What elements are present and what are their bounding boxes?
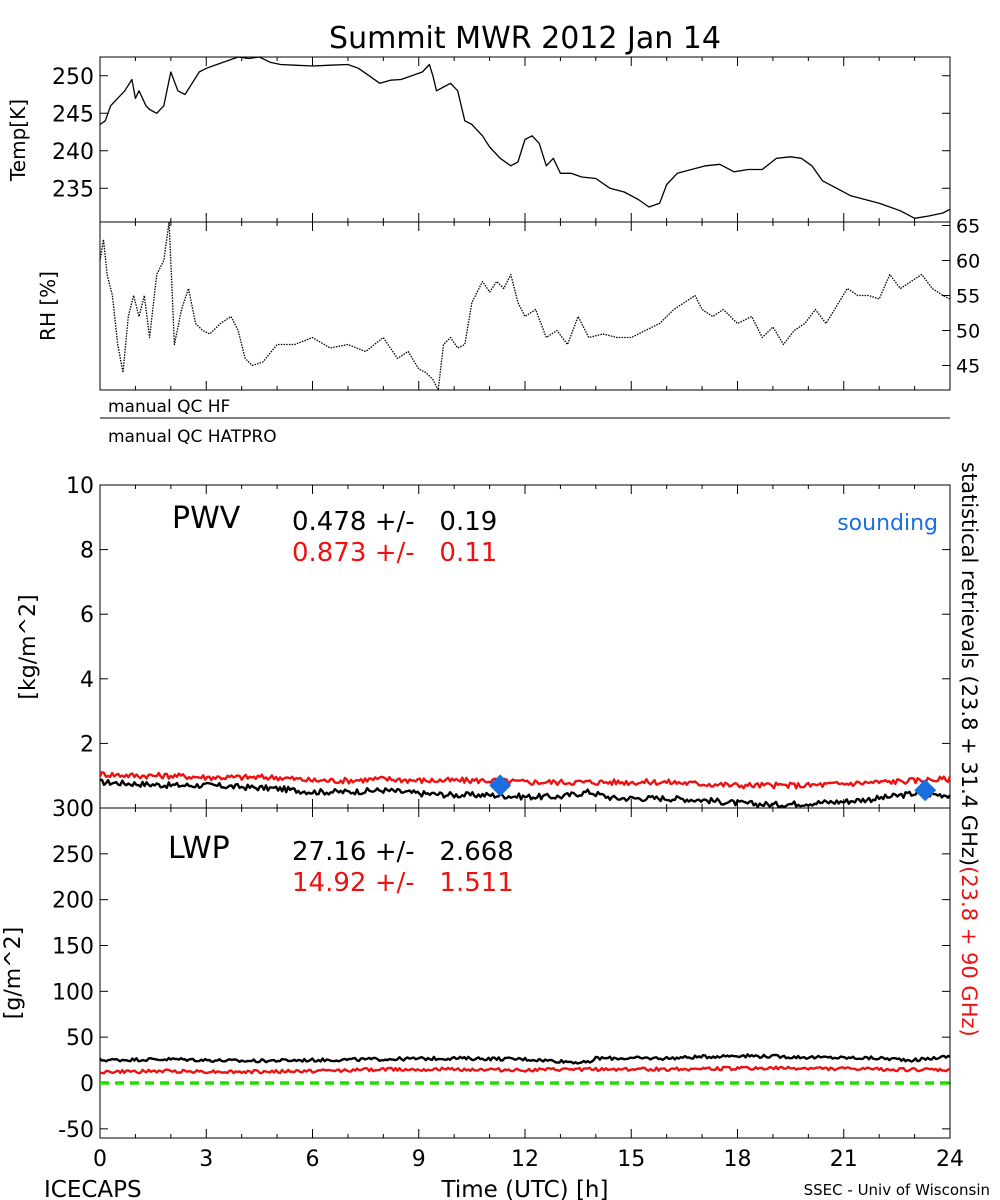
pwv-series-black (99, 778, 951, 809)
lwp-ytick-label: 0 (80, 1072, 94, 1097)
x-tick-label: 18 (724, 1147, 752, 1172)
pwv-ytick-label: 8 (80, 539, 94, 564)
pwv-series-red (98, 771, 952, 790)
right-label-red: (23.8 + 90 GHz) (957, 866, 981, 1037)
rh-ytick-label: 65 (956, 216, 980, 238)
right-label-black: statistical retrievals (23.8 + 31.4 GHz) (957, 462, 981, 866)
footer-left: ICECAPS (44, 1177, 142, 1200)
pwv-ytick-label: 4 (80, 668, 94, 693)
rh-ytick-label: 50 (956, 321, 980, 343)
sounding-marker (489, 774, 512, 797)
x-tick-label: 0 (93, 1147, 107, 1172)
lwp-ytick-label: -50 (58, 1118, 94, 1143)
temp-ytick-label: 235 (52, 177, 94, 202)
x-tick-label: 21 (830, 1147, 858, 1172)
qc-hf-label: manual QC HF (108, 397, 230, 417)
pwv-ytick-label: 2 (80, 732, 94, 757)
lwp-ytick-label: 150 (52, 935, 94, 960)
temp-ytick-label: 250 (52, 65, 94, 90)
rh-ytick-label: 60 (956, 251, 980, 273)
x-tick-label: 12 (511, 1147, 539, 1172)
pwv-ytick-label: 6 (80, 603, 94, 628)
lwp-ylabel: [g/m^2] (1, 927, 26, 1019)
rh-ylabel: RH [%] (36, 271, 60, 341)
rh-series-line (99, 221, 951, 391)
sounding-legend: sounding (837, 511, 938, 536)
lwp-ytick-label: 100 (52, 980, 94, 1005)
rh-ytick-label: 45 (956, 356, 980, 378)
lwp-stat-black: 27.16 +/- 2.668 (292, 837, 514, 867)
x-tick-label: 24 (936, 1147, 964, 1172)
chart-title: Summit MWR 2012 Jan 14 (329, 21, 721, 56)
sounding-marker (914, 779, 937, 802)
rh-ytick-label: 55 (956, 286, 980, 308)
qc-hatpro-label: manual QC HATPRO (108, 427, 277, 447)
temp-ylabel: Temp[K] (6, 99, 30, 182)
lwp-label: LWP (168, 831, 230, 866)
pwv-stat-black: 0.478 +/- 0.19 (292, 507, 497, 537)
chart-marks: 23524024525045505560650246810-5005010015… (52, 56, 980, 1172)
lwp-ytick-label: 250 (52, 843, 94, 868)
lwp-ytick-label: 200 (52, 889, 94, 914)
x-tick-label: 6 (306, 1147, 320, 1172)
temp-ytick-label: 240 (52, 140, 94, 165)
temp-series-line (99, 56, 951, 219)
lwp-ytick-label: 50 (66, 1026, 94, 1051)
rh-panel-frame (99, 221, 951, 391)
lwp-series-black (99, 1053, 951, 1065)
right-retrieval-label: statistical retrievals (23.8 + 31.4 GHz)… (957, 462, 981, 1037)
x-tick-label: 3 (199, 1147, 213, 1172)
temp-ytick-label: 245 (52, 102, 94, 127)
pwv-ytick-label: 10 (66, 474, 94, 499)
pwv-ylabel: [kg/m^2] (16, 594, 41, 699)
pwv-ytick-label: 0 (80, 797, 94, 822)
lwp-stat-red: 14.92 +/- 1.511 (292, 868, 514, 898)
pwv-stat-red: 0.873 +/- 0.11 (292, 538, 497, 568)
x-axis-label: Time (UTC) [h] (441, 1177, 609, 1200)
lwp-ytick-label: 300 (52, 797, 94, 822)
x-tick-label: 9 (412, 1147, 426, 1172)
pwv-label: PWV (172, 501, 241, 536)
footer-right: SSEC - Univ of Wisconsin (804, 1181, 990, 1199)
x-tick-label: 15 (617, 1147, 645, 1172)
lwp-series-red (99, 1065, 951, 1075)
